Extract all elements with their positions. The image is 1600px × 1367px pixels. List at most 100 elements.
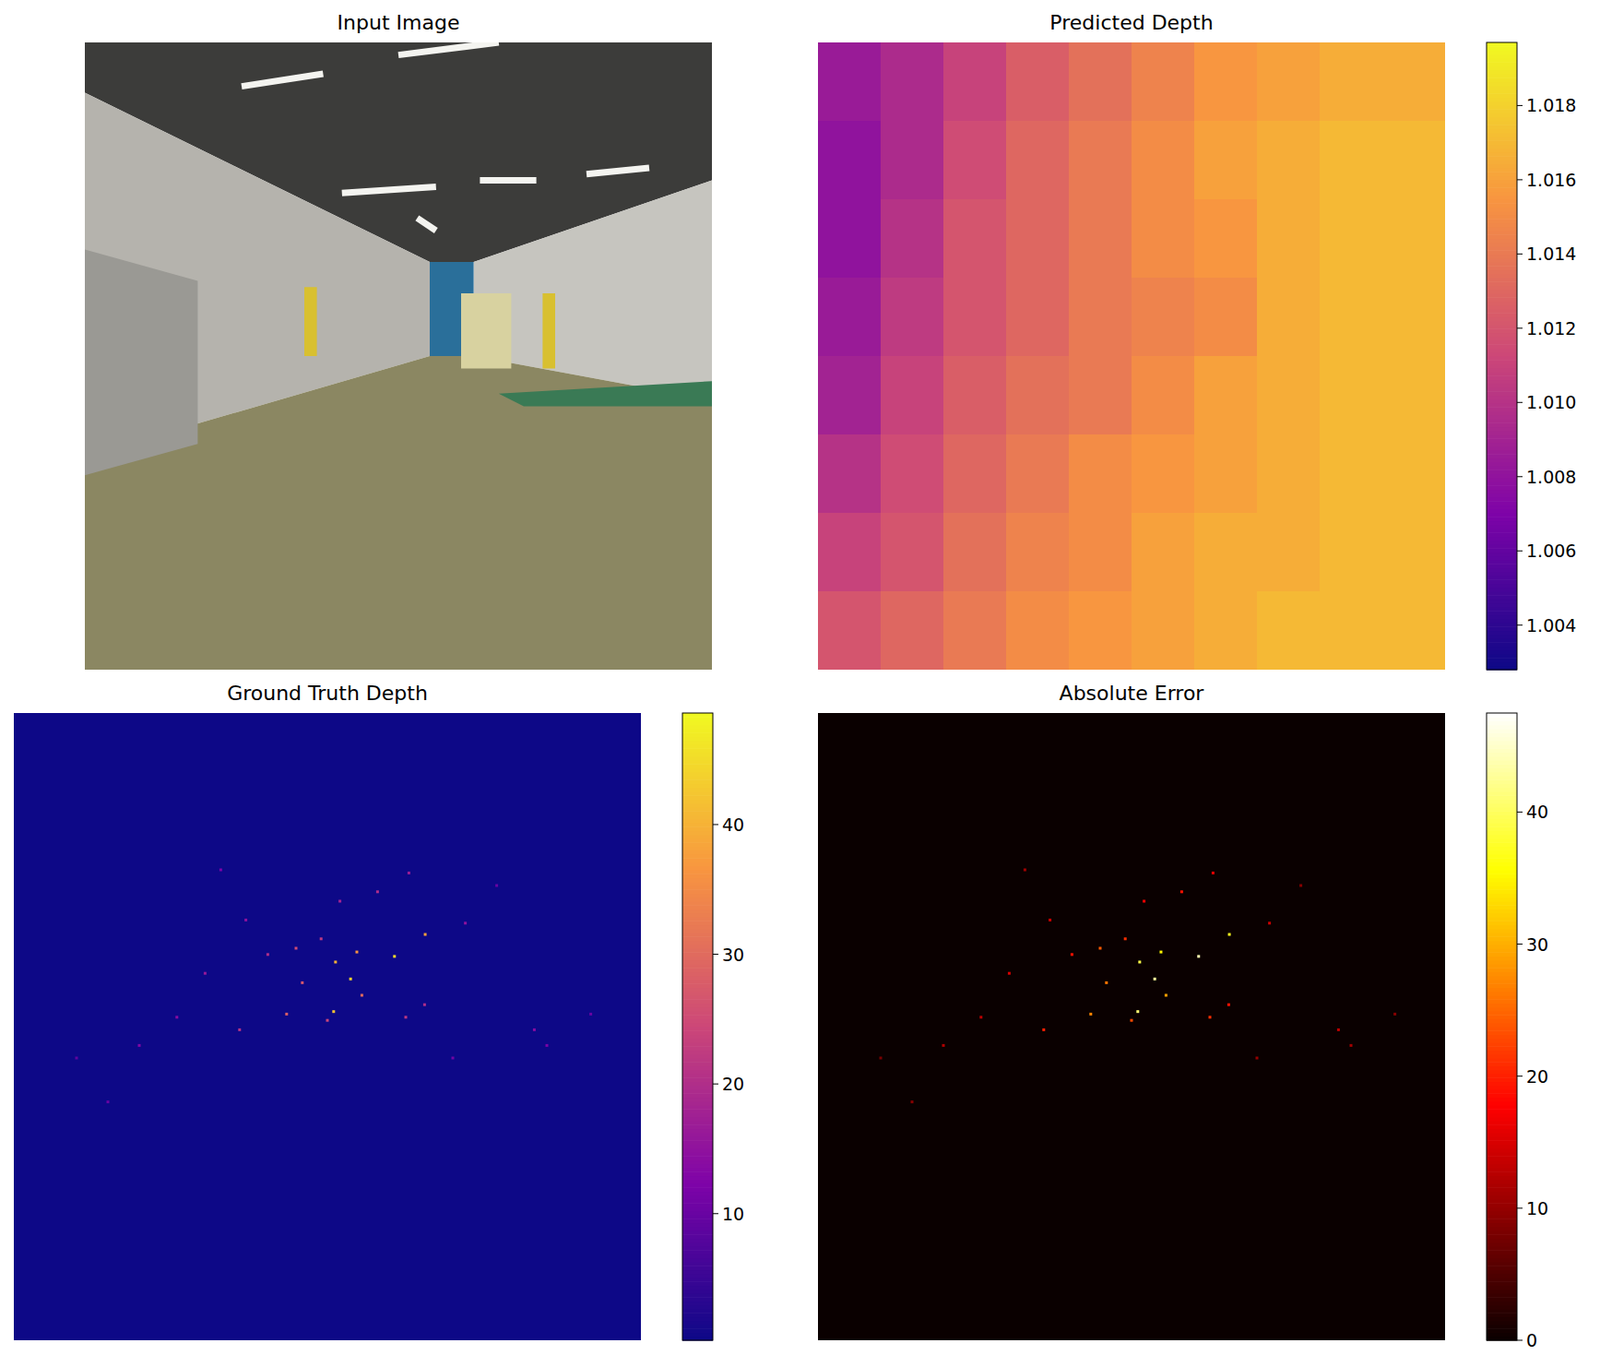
heatmap-cell xyxy=(1131,277,1196,357)
colorbar-step xyxy=(1486,716,1518,722)
colorbar-step xyxy=(682,1097,713,1103)
colorbar-step xyxy=(1486,638,1518,643)
depth-point xyxy=(1099,947,1103,950)
colorbar-step xyxy=(1486,768,1518,773)
colorbar-step xyxy=(682,1312,713,1317)
colorbar-step xyxy=(1486,1034,1518,1040)
colorbar-step xyxy=(682,1230,713,1235)
colorbar-step xyxy=(1486,226,1518,232)
colorbar-step xyxy=(1486,1077,1518,1082)
colorbar-step xyxy=(1486,1148,1518,1153)
colorbar-step xyxy=(1486,101,1518,107)
colorbar-step xyxy=(1486,1139,1518,1145)
colorbar-step xyxy=(1486,50,1518,56)
depth-point xyxy=(1130,1019,1134,1022)
colorbar-step xyxy=(1486,928,1518,934)
heatmap-cell xyxy=(1382,42,1446,122)
colorbar-step xyxy=(1486,794,1518,800)
heatmap-cell xyxy=(817,591,882,670)
depth-point xyxy=(376,889,380,893)
colorbar-step xyxy=(1486,54,1518,60)
colorbar-step xyxy=(1486,736,1518,742)
colorbar-step xyxy=(1486,1057,1518,1063)
colorbar-step xyxy=(1486,364,1518,369)
colorbar-step xyxy=(1486,395,1518,401)
colorbar-step xyxy=(682,1210,713,1216)
colorbar-tick-label: 0 xyxy=(1526,1329,1538,1351)
colorbar-step xyxy=(1486,317,1518,322)
heatmap-cell xyxy=(817,199,882,279)
colorbar-step xyxy=(1486,599,1518,605)
colorbar-step xyxy=(682,909,713,914)
heatmap-cell xyxy=(1194,434,1258,514)
colorbar-step xyxy=(1486,893,1518,899)
colorbar-step xyxy=(1486,806,1518,812)
heatmap-cell xyxy=(817,42,882,122)
colorbar-step xyxy=(1486,207,1518,213)
colorbar-step xyxy=(1486,967,1518,972)
colorbar-step xyxy=(1486,223,1518,228)
colorbar-step xyxy=(682,897,713,902)
colorbar-step xyxy=(682,744,713,749)
colorbar-step xyxy=(1486,320,1518,326)
colorbar-step xyxy=(682,815,713,820)
colorbar-step xyxy=(1486,305,1518,310)
colorbar-step xyxy=(682,1195,713,1200)
colorbar-step xyxy=(682,791,713,796)
colorbar-step xyxy=(1486,563,1518,569)
colorbar-step xyxy=(1486,120,1518,126)
colorbar-step xyxy=(1486,148,1518,154)
colorbar-step xyxy=(1486,1245,1518,1251)
colorbar-step xyxy=(682,1061,713,1067)
colorbar-step xyxy=(1486,657,1518,663)
colorbar-step xyxy=(1486,1183,1518,1188)
colorbar-step xyxy=(1486,1113,1518,1118)
depth-point xyxy=(1048,918,1052,922)
colorbar-step xyxy=(1486,547,1518,553)
pillar-stripe xyxy=(542,293,556,369)
colorbar-step xyxy=(682,1292,713,1298)
colorbar-frame xyxy=(1486,712,1518,1340)
colorbar-step xyxy=(682,1073,713,1079)
depth-point xyxy=(320,936,323,940)
colorbar-step xyxy=(682,799,713,805)
depth-point xyxy=(1070,952,1074,956)
colorbar-step xyxy=(682,1003,713,1008)
heatmap-cell xyxy=(880,355,945,436)
heatmap-cell xyxy=(1068,591,1133,670)
colorbar-step xyxy=(682,1092,713,1098)
colorbar-step xyxy=(1486,481,1518,486)
colorbar-step xyxy=(1486,42,1518,48)
colorbar-step xyxy=(682,1308,713,1314)
colorbar-tick xyxy=(1517,943,1523,945)
colorbar-step xyxy=(1486,594,1518,600)
colorbar-step xyxy=(682,1242,713,1247)
depth-point xyxy=(1211,871,1215,875)
colorbar-step xyxy=(1486,340,1518,345)
colorbar-step xyxy=(1486,450,1518,455)
colorbar-step xyxy=(1486,1261,1518,1267)
colorbar-step xyxy=(682,736,713,742)
colorbar-tick xyxy=(1517,550,1523,552)
colorbar-step xyxy=(1486,124,1518,130)
colorbar-step xyxy=(1486,1249,1518,1255)
colorbar-step xyxy=(1486,1207,1518,1212)
colorbar-step xyxy=(682,779,713,784)
colorbar: 1.0041.0061.0081.0101.0121.0141.0161.018 xyxy=(1486,42,1577,671)
colorbar-tick-label: 10 xyxy=(1526,1197,1549,1219)
colorbar-step xyxy=(1486,1265,1518,1270)
colorbar-step xyxy=(1486,1160,1518,1165)
ceiling-light xyxy=(398,42,499,56)
colorbar-step xyxy=(682,1261,713,1267)
colorbar-step xyxy=(1486,747,1518,753)
colorbar-step xyxy=(1486,618,1518,624)
colorbar-step xyxy=(682,960,713,965)
colorbar-step xyxy=(1486,1010,1518,1016)
colorbar-step xyxy=(1486,873,1518,878)
colorbar-step xyxy=(1486,630,1518,636)
colorbar-step xyxy=(1486,1003,1518,1008)
colorbar-step xyxy=(1486,242,1518,248)
ceiling-light xyxy=(479,177,536,184)
colorbar-tick-label: 20 xyxy=(722,1073,745,1094)
panel-title: Predicted Depth xyxy=(1049,11,1213,35)
